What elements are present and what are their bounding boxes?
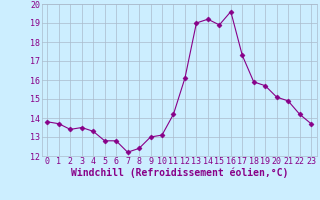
X-axis label: Windchill (Refroidissement éolien,°C): Windchill (Refroidissement éolien,°C) [70, 168, 288, 178]
